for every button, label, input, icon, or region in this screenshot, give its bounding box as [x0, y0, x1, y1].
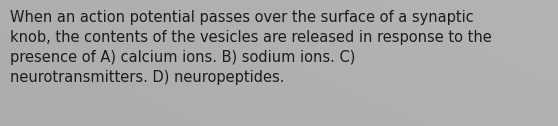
Text: When an action potential passes over the surface of a synaptic
knob, the content: When an action potential passes over the… [10, 10, 492, 85]
